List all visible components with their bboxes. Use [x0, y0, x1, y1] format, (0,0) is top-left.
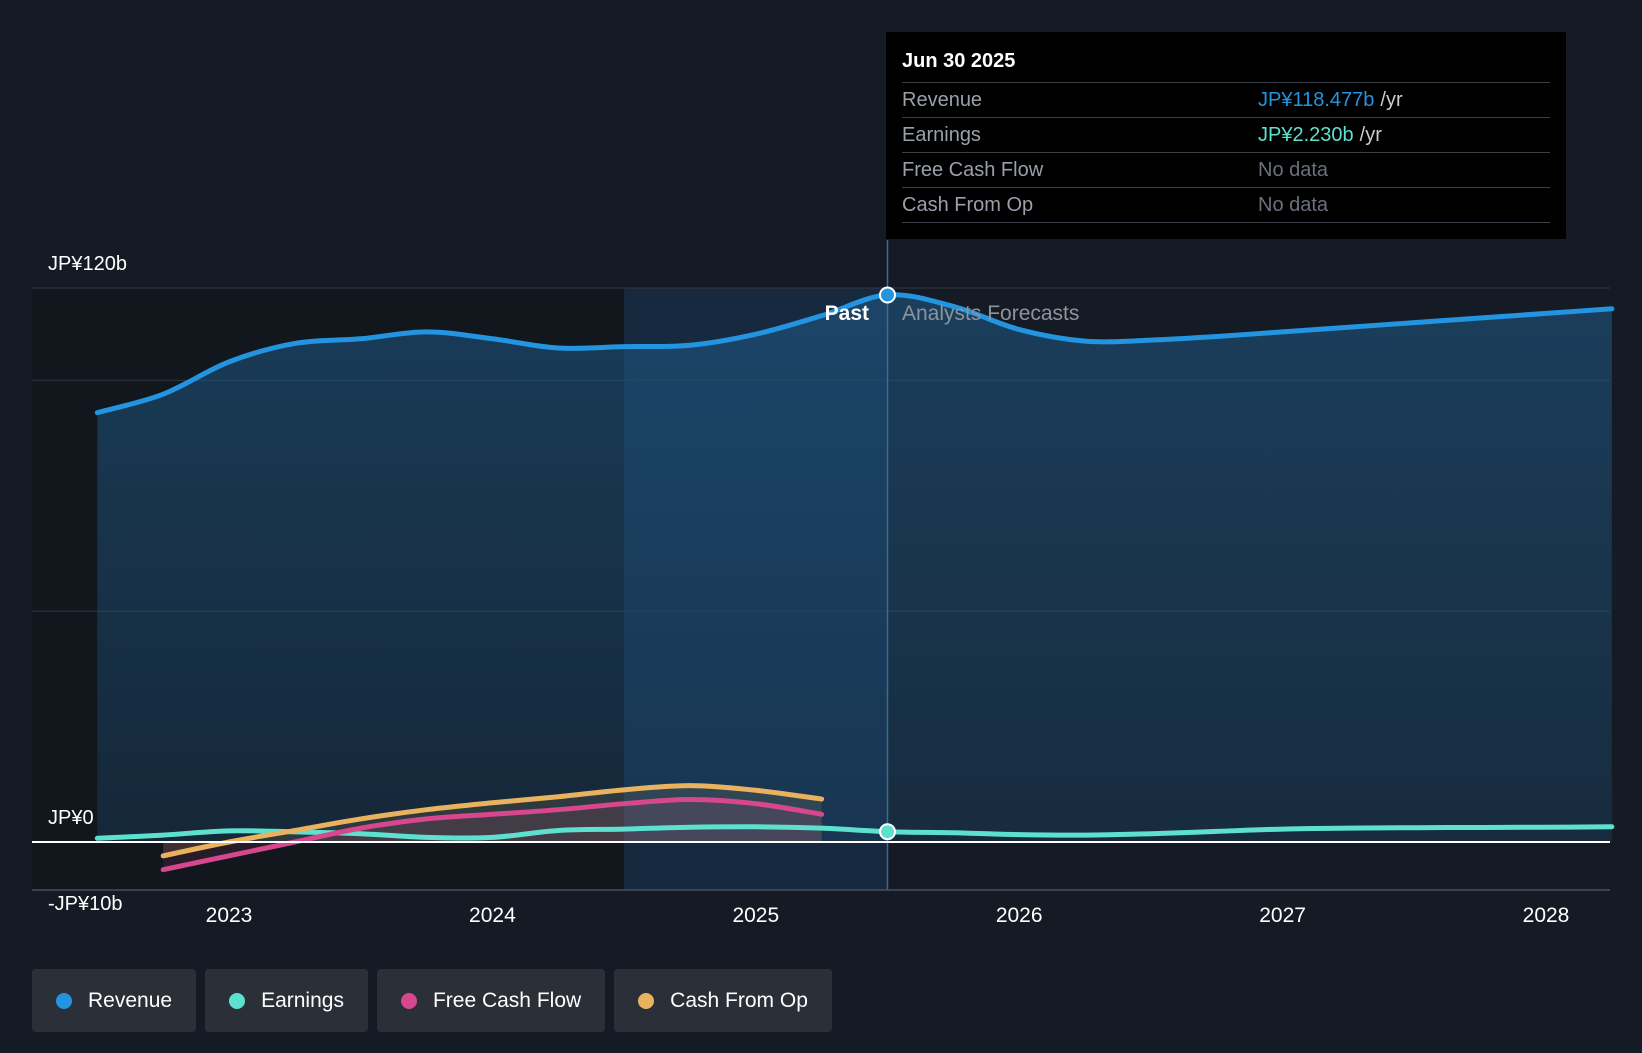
x-tick-label: 2026	[996, 904, 1043, 927]
x-tick-label: 2025	[732, 904, 779, 927]
revenue-marker	[879, 286, 896, 304]
legend-item-earnings[interactable]: Earnings	[205, 969, 368, 1032]
earnings-line	[94, 824, 1615, 841]
series-areas	[97, 294, 1612, 870]
tooltip-label: Free Cash Flow	[902, 158, 1044, 181]
cash-from-op-line	[160, 783, 825, 859]
legend-label: Cash From Op	[670, 988, 808, 1012]
tooltip-value: No data	[1258, 193, 1329, 216]
y-tick-label: JP¥0	[48, 807, 94, 829]
free-cash-flow-dot-icon	[400, 992, 417, 1009]
legend: Revenue Earnings Free Cash Flow Cash Fro…	[32, 969, 832, 1032]
tooltip-value: JP¥118.477b	[1258, 88, 1375, 111]
earnings-marker	[879, 823, 896, 841]
tooltip-row-earnings: Earnings JP¥2.230b/yr	[902, 117, 1550, 152]
tooltip: Jun 30 2025 Revenue JP¥118.477b/yr Earni…	[886, 32, 1566, 239]
legend-item-cash-from-op[interactable]: Cash From Op	[614, 969, 832, 1032]
free-cash-flow-area	[163, 799, 822, 870]
highlight-markers	[879, 286, 896, 841]
tooltip-value: No data	[1258, 158, 1329, 181]
x-tick-label: 2023	[206, 904, 253, 927]
series-lines	[94, 292, 1615, 873]
x-axis-labels: 2023 2024 2025 2026 2027 2028	[206, 904, 1570, 927]
tooltip-label: Revenue	[902, 88, 983, 111]
y-tick-label: JP¥120b	[48, 253, 127, 275]
legend-label: Revenue	[88, 988, 173, 1012]
tooltip-value: JP¥2.230b	[1258, 123, 1354, 146]
x-tick-label: 2024	[469, 904, 516, 927]
tooltip-label: Earnings	[902, 123, 981, 146]
tooltip-row-cash-from-op: Cash From Op No data	[902, 187, 1550, 223]
tooltip-date: Jun 30 2025	[902, 50, 1016, 72]
legend-item-free-cash-flow[interactable]: Free Cash Flow	[376, 969, 606, 1032]
tooltip-unit: /yr	[1359, 123, 1382, 146]
revenue-area	[97, 294, 1612, 842]
tooltip-row-revenue: Revenue JP¥118.477b/yr	[902, 82, 1550, 117]
legend-label: Earnings	[261, 988, 344, 1012]
tooltip-unit: /yr	[1380, 88, 1403, 111]
revenue-dot-icon	[56, 992, 72, 1009]
revenue-line	[94, 292, 1615, 416]
legend-item-revenue[interactable]: Revenue	[32, 969, 197, 1032]
x-tick-label: 2027	[1259, 904, 1306, 927]
y-axis-labels: JP¥120b JP¥0 -JP¥10b	[48, 253, 127, 915]
earnings-dot-icon	[229, 992, 246, 1009]
x-tick-label: 2028	[1523, 904, 1570, 927]
tooltip-row-free-cash-flow: Free Cash Flow No data	[902, 152, 1550, 187]
past-label: Past	[825, 302, 869, 325]
tooltip-label: Cash From Op	[902, 193, 1034, 216]
free-cash-flow-line	[160, 797, 825, 873]
y-tick-label: -JP¥10b	[48, 893, 123, 915]
forecast-label: Analysts Forecasts	[902, 302, 1079, 325]
legend-label: Free Cash Flow	[432, 988, 582, 1012]
cash-from-op-dot-icon	[638, 992, 655, 1009]
